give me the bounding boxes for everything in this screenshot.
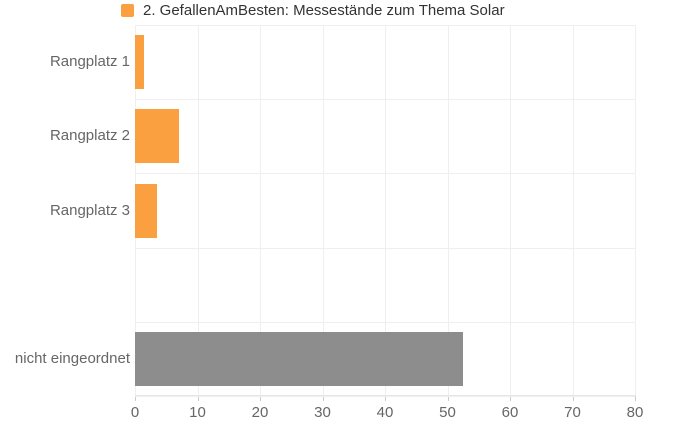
vertical-gridline	[510, 25, 511, 396]
x-axis-line	[135, 395, 635, 396]
category-label: Rangplatz 2	[49, 127, 130, 145]
category-label: Rangplatz 1	[49, 53, 130, 71]
x-tick-label: 30	[314, 404, 331, 421]
x-axis-tick	[260, 396, 261, 401]
horizontal-gridline	[135, 25, 635, 26]
bar-nicht-eingeordnet[interactable]	[135, 331, 463, 386]
x-axis-tick	[510, 396, 511, 401]
x-axis-tick	[635, 396, 636, 401]
category-label: Rangplatz 3	[49, 201, 130, 219]
x-axis-tick-labels: 0 10 20 30 40 50 60 70 80	[0, 403, 687, 423]
x-axis-tick	[197, 396, 199, 401]
horizontal-gridline	[135, 247, 635, 249]
vertical-gridline	[572, 25, 574, 396]
x-axis-tick	[322, 396, 324, 401]
y-axis-category-labels: Rangplatz 1 Rangplatz 2 Rangplatz 3 nicht e…	[0, 25, 130, 396]
vertical-gridline	[197, 25, 199, 396]
bar-rangplatz-1[interactable]	[135, 35, 144, 90]
x-tick-label: 50	[439, 404, 456, 421]
legend-label: 2. GefallenAmBesten: Messestände zum The…	[143, 1, 505, 19]
vertical-gridline	[322, 25, 324, 396]
horizontal-gridline	[135, 321, 635, 323]
vertical-gridline	[447, 25, 449, 396]
x-tick-label: 20	[251, 404, 269, 421]
horizontal-gridline	[135, 99, 635, 101]
x-tick-label: 80	[626, 404, 644, 421]
x-tick-label: 0	[130, 404, 140, 421]
horizontal-gridline	[135, 173, 635, 175]
x-axis-tick	[135, 396, 136, 401]
x-axis-tick	[385, 396, 386, 401]
category-label: nicht eingeordnet	[14, 349, 130, 367]
bar-rangplatz-2[interactable]	[135, 109, 179, 164]
legend-item[interactable]: 2. GefallenAmBesten: Messestände zum The…	[121, 1, 505, 19]
legend-marker-icon	[121, 3, 134, 17]
x-axis-tick	[572, 396, 574, 401]
x-tick-label: 40	[376, 404, 394, 421]
x-tick-label: 60	[501, 404, 519, 421]
bar-rangplatz-3[interactable]	[135, 183, 157, 238]
x-axis-tick	[447, 396, 449, 401]
x-tick-label: 10	[189, 404, 206, 421]
vertical-gridline	[385, 25, 386, 396]
plot-area	[135, 25, 636, 401]
horizontal-gridline	[135, 396, 635, 397]
x-tick-label: 70	[564, 404, 581, 421]
vertical-gridline	[635, 25, 636, 396]
vertical-gridline	[260, 25, 261, 396]
